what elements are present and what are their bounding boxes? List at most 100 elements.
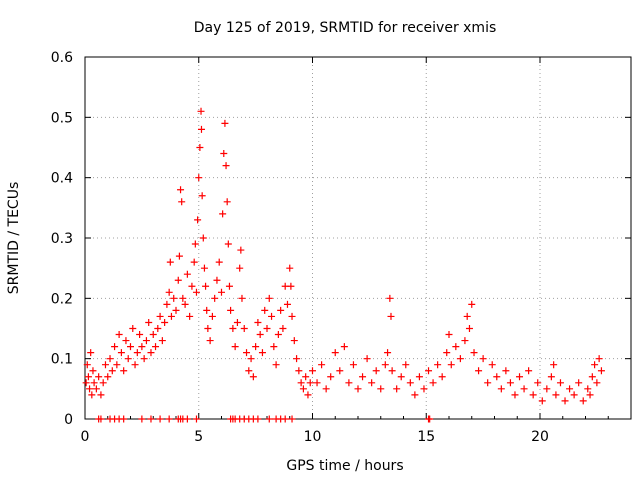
data-point bbox=[178, 198, 186, 206]
data-point bbox=[287, 282, 295, 290]
data-point bbox=[525, 367, 533, 375]
data-point bbox=[368, 379, 376, 387]
data-point bbox=[231, 343, 239, 351]
data-point bbox=[345, 379, 353, 387]
data-point bbox=[288, 415, 296, 423]
data-point bbox=[149, 331, 157, 339]
data-point bbox=[456, 355, 464, 363]
data-point bbox=[268, 312, 276, 320]
data-point bbox=[438, 373, 446, 381]
data-point bbox=[552, 391, 560, 399]
data-point bbox=[120, 415, 128, 423]
data-point bbox=[131, 361, 139, 369]
data-point bbox=[199, 234, 207, 242]
data-point bbox=[318, 361, 326, 369]
data-point bbox=[147, 415, 155, 423]
data-point bbox=[206, 337, 214, 345]
data-point bbox=[177, 186, 185, 194]
data-point bbox=[550, 361, 558, 369]
data-point bbox=[261, 306, 269, 314]
data-marks bbox=[82, 107, 605, 423]
data-point bbox=[161, 318, 169, 326]
data-point bbox=[479, 355, 487, 363]
data-point bbox=[293, 355, 301, 363]
x-tick-label: 0 bbox=[81, 429, 90, 445]
data-point bbox=[586, 391, 594, 399]
data-point bbox=[281, 415, 289, 423]
data-point bbox=[166, 258, 174, 266]
data-point bbox=[113, 361, 121, 369]
data-point bbox=[349, 361, 357, 369]
data-point bbox=[547, 373, 555, 381]
data-point bbox=[372, 367, 380, 375]
data-point bbox=[213, 276, 221, 284]
data-point bbox=[388, 367, 396, 375]
data-point bbox=[302, 373, 310, 381]
data-point bbox=[299, 385, 307, 393]
data-point bbox=[104, 373, 112, 381]
data-point bbox=[133, 349, 141, 357]
data-point bbox=[283, 300, 291, 308]
data-point bbox=[237, 246, 245, 254]
data-point bbox=[336, 367, 344, 375]
data-point bbox=[561, 397, 569, 405]
data-point bbox=[426, 415, 434, 423]
data-point bbox=[229, 325, 237, 332]
data-point bbox=[484, 379, 492, 387]
data-point bbox=[245, 367, 253, 375]
data-point bbox=[183, 415, 191, 423]
data-point bbox=[198, 192, 206, 200]
data-point bbox=[240, 325, 248, 332]
data-point bbox=[411, 391, 419, 399]
data-point bbox=[304, 391, 312, 399]
data-point bbox=[447, 361, 455, 369]
data-point bbox=[92, 385, 100, 393]
data-point bbox=[204, 325, 212, 332]
data-point bbox=[263, 325, 271, 332]
data-point bbox=[249, 373, 257, 381]
data-point bbox=[313, 379, 321, 387]
data-point bbox=[200, 264, 208, 272]
data-point bbox=[196, 144, 204, 151]
y-tick-label: 0.3 bbox=[51, 231, 73, 247]
data-point bbox=[175, 252, 183, 260]
data-point bbox=[506, 379, 514, 387]
data-point bbox=[174, 276, 182, 284]
data-point bbox=[511, 391, 519, 399]
data-point bbox=[170, 294, 178, 302]
data-point bbox=[129, 325, 137, 332]
data-point bbox=[566, 385, 574, 393]
data-point bbox=[252, 343, 260, 351]
data-point bbox=[138, 415, 146, 423]
data-point bbox=[254, 318, 262, 326]
data-point bbox=[425, 367, 433, 375]
y-tick-label: 0 bbox=[64, 412, 73, 428]
data-point bbox=[191, 240, 199, 248]
data-point bbox=[588, 373, 596, 381]
data-point bbox=[188, 282, 196, 290]
data-point bbox=[202, 282, 210, 290]
data-point bbox=[543, 385, 551, 393]
data-point bbox=[165, 415, 173, 423]
data-point bbox=[277, 306, 285, 314]
x-axis-label: GPS time / hours bbox=[286, 458, 403, 474]
data-point bbox=[538, 397, 546, 405]
data-point bbox=[138, 343, 146, 351]
data-point bbox=[415, 373, 423, 381]
y-tick-label: 0.6 bbox=[51, 50, 73, 66]
y-tick-label: 0.5 bbox=[51, 110, 73, 126]
data-point bbox=[225, 282, 233, 290]
data-point bbox=[86, 385, 94, 393]
data-point bbox=[82, 379, 90, 387]
data-point bbox=[475, 367, 483, 375]
data-point bbox=[493, 373, 501, 381]
data-point bbox=[190, 258, 198, 266]
data-point bbox=[529, 391, 537, 399]
data-point bbox=[224, 240, 232, 248]
data-point bbox=[258, 349, 266, 357]
data-point bbox=[195, 174, 203, 182]
data-point bbox=[579, 397, 587, 405]
data-point bbox=[117, 349, 125, 357]
data-point bbox=[220, 150, 228, 158]
data-point bbox=[165, 288, 173, 296]
